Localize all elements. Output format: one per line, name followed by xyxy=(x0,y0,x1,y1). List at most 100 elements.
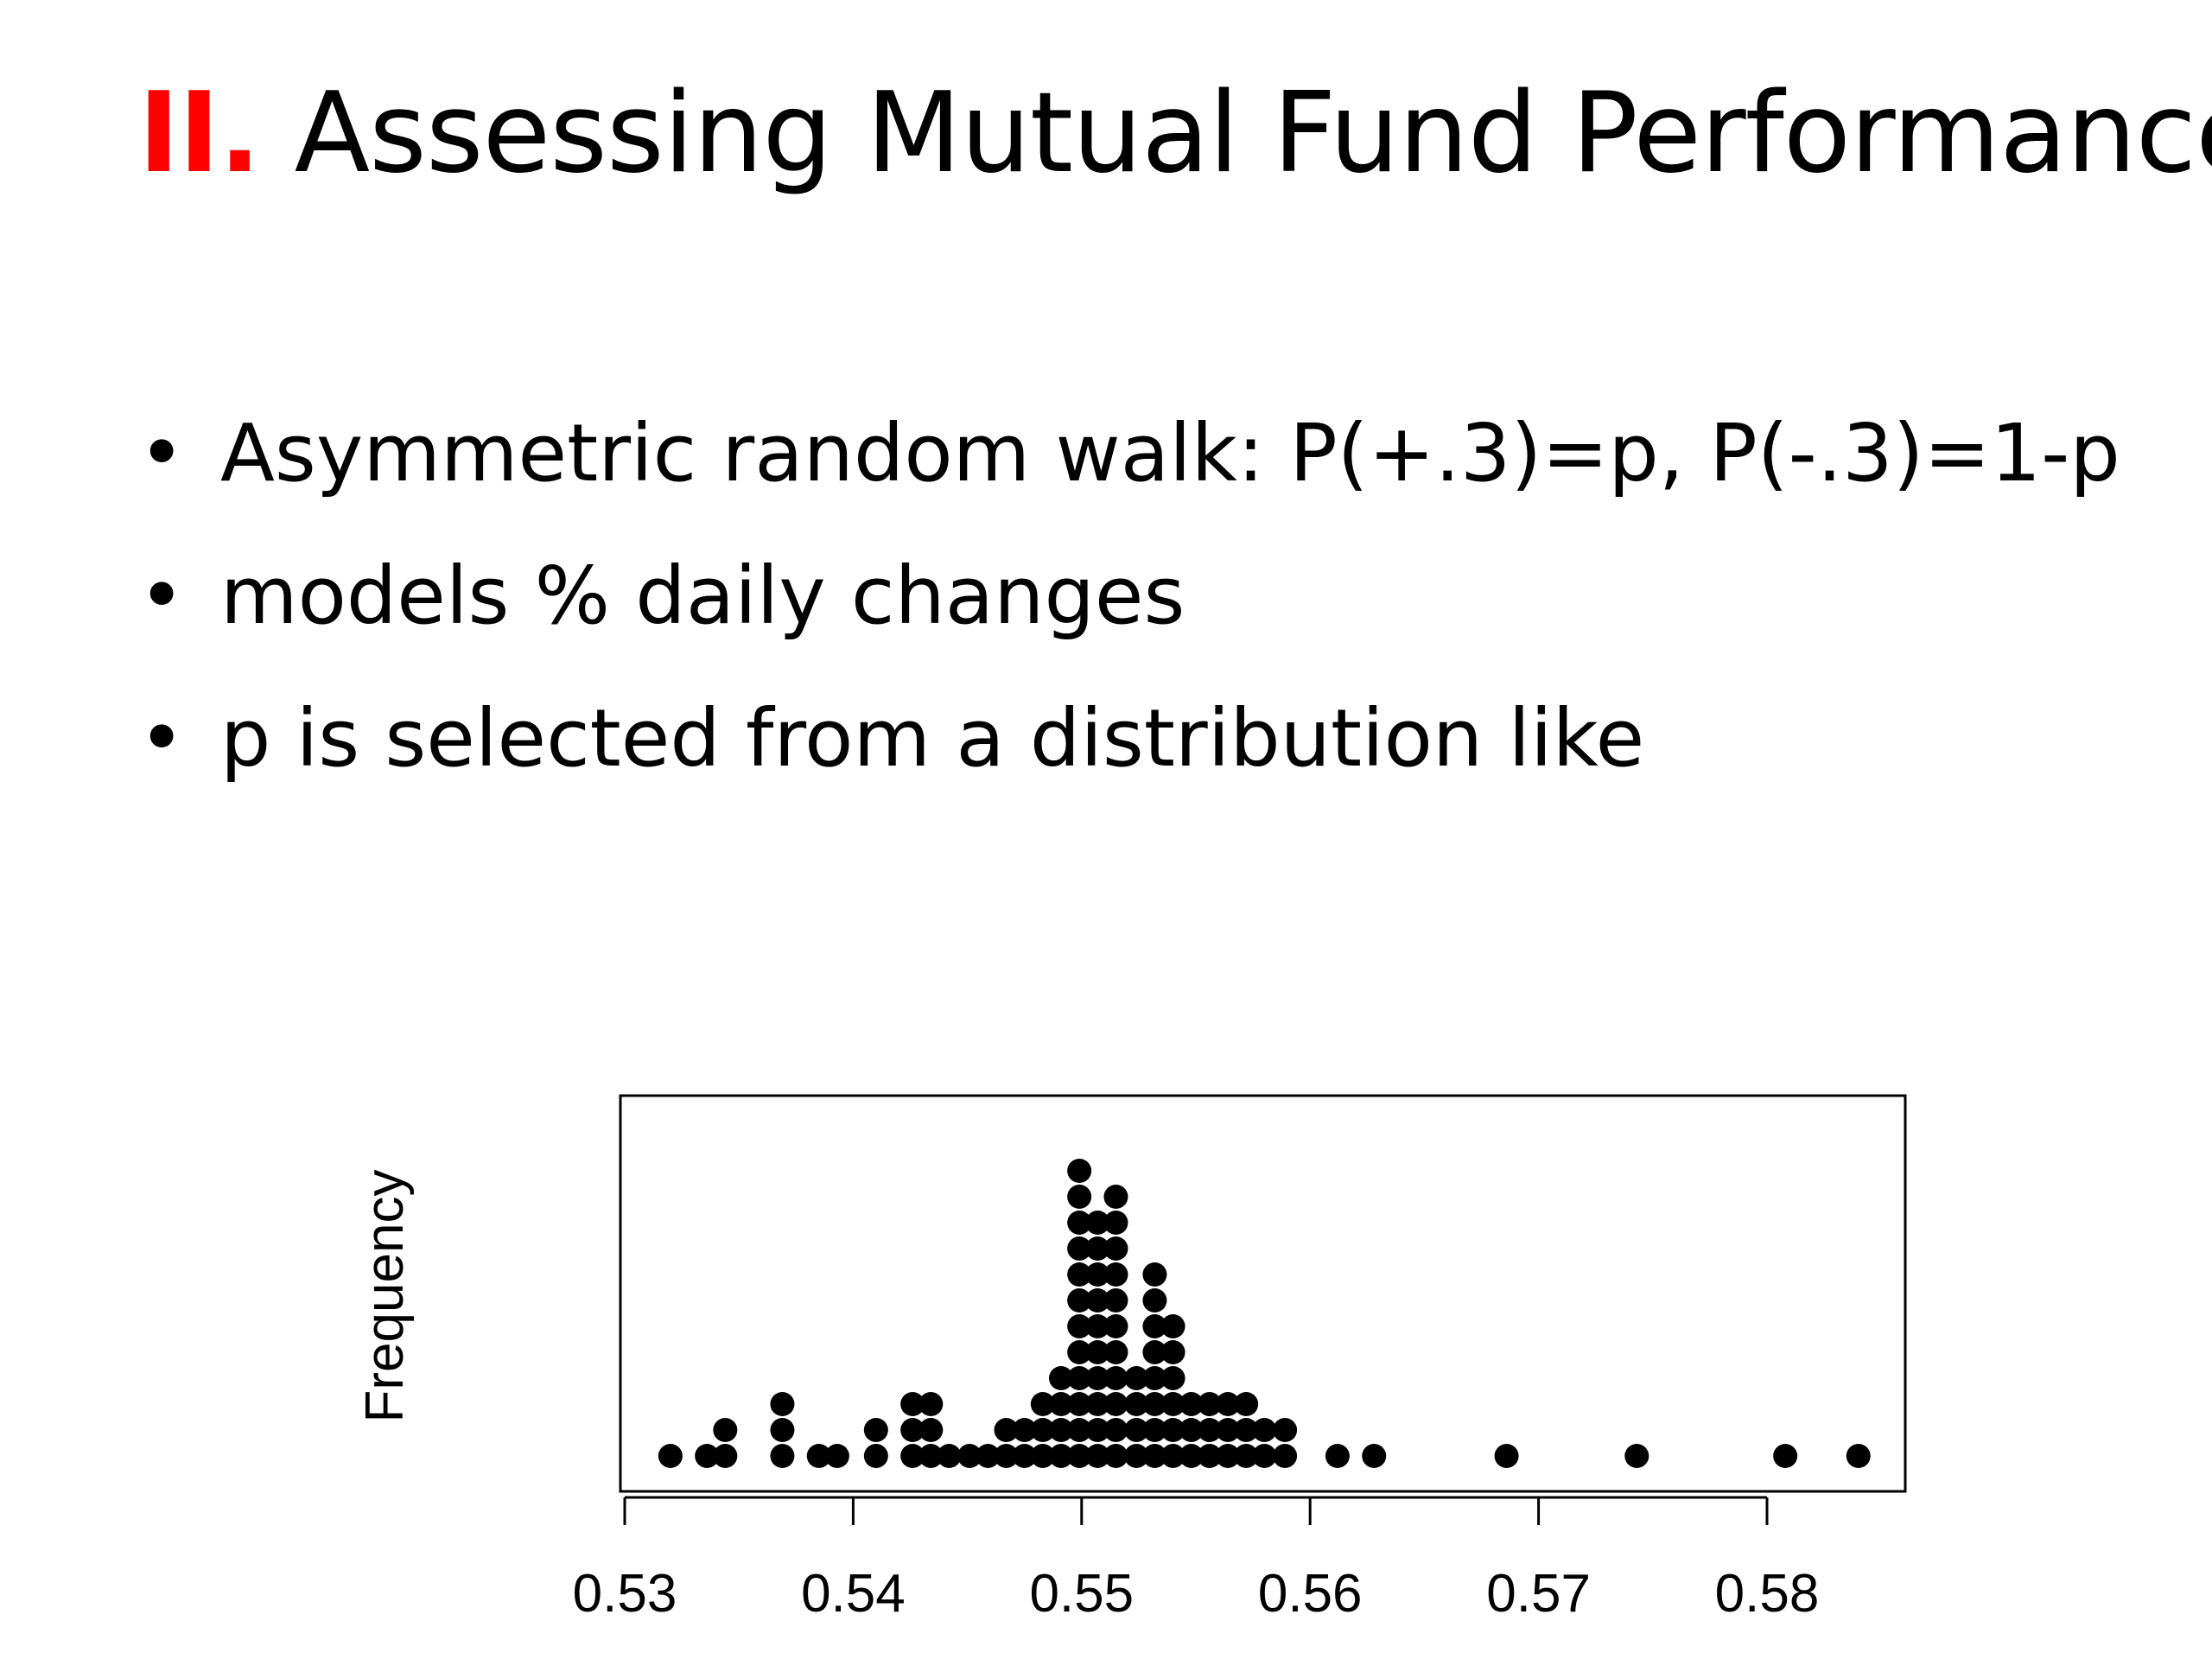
data-dot xyxy=(1142,1288,1167,1313)
data-dot xyxy=(937,1444,962,1468)
bullet-dot-icon: • xyxy=(138,550,186,642)
data-dot xyxy=(1049,1418,1074,1442)
data-dot xyxy=(1234,1418,1259,1442)
slide-title: II. Assessing Mutual Fund Performance xyxy=(138,69,2212,199)
plot-frame xyxy=(619,1094,1907,1493)
data-dot xyxy=(918,1418,944,1442)
data-dot xyxy=(1103,1392,1128,1416)
data-dot xyxy=(1160,1366,1185,1390)
data-dot xyxy=(1103,1236,1128,1261)
data-dot xyxy=(1067,1340,1092,1364)
data-dot xyxy=(1216,1444,1241,1468)
data-dot xyxy=(770,1392,795,1416)
data-dot xyxy=(1124,1418,1149,1442)
data-dot xyxy=(918,1392,944,1416)
data-dot xyxy=(1085,1340,1110,1364)
data-dot xyxy=(1142,1314,1167,1338)
data-dot xyxy=(1179,1444,1204,1468)
x-tick-label: 0.57 xyxy=(1486,1564,1591,1624)
x-axis: 0.53 0.54 0.55 0.56 0.57 0.58 xyxy=(573,1496,1820,1624)
data-dot xyxy=(713,1444,738,1468)
data-dot xyxy=(1103,1366,1128,1390)
data-dot xyxy=(1067,1288,1092,1313)
data-dot xyxy=(1103,1444,1128,1468)
data-dot xyxy=(957,1444,982,1468)
data-dots xyxy=(658,1159,1871,1468)
bullet-text: models % daily changes xyxy=(220,550,1185,642)
data-dot xyxy=(1160,1444,1185,1468)
data-dot xyxy=(1085,1392,1110,1416)
data-dot xyxy=(1103,1418,1128,1442)
data-dot xyxy=(1142,1366,1167,1390)
data-dot xyxy=(1325,1444,1350,1468)
data-dot xyxy=(1085,1418,1110,1442)
bullet-list: • Asymmetric random walk: P(+.3)=p, P(-.3… xyxy=(138,406,2120,834)
bullet-dot-icon: • xyxy=(138,407,186,499)
data-dot xyxy=(658,1444,683,1468)
bullet-text: p is selected from a distribution like xyxy=(220,692,1645,785)
data-dot xyxy=(1142,1340,1167,1364)
data-dot xyxy=(900,1392,925,1416)
data-dot xyxy=(1067,1211,1092,1235)
data-dot xyxy=(863,1444,888,1468)
data-dot xyxy=(900,1444,925,1468)
x-tick-label: 0.53 xyxy=(573,1564,677,1624)
data-dot xyxy=(1273,1418,1298,1442)
bullet-item: • models % daily changes xyxy=(138,549,2120,644)
data-dot xyxy=(713,1418,738,1442)
data-dot xyxy=(1049,1444,1074,1468)
bullet-item: • p is selected from a distribution like xyxy=(138,691,2120,786)
data-dot xyxy=(1030,1444,1055,1468)
data-dot xyxy=(1160,1392,1185,1416)
x-tick-label: 0.56 xyxy=(1258,1564,1363,1624)
data-dot xyxy=(1179,1418,1204,1442)
data-dot xyxy=(1197,1418,1222,1442)
y-axis-label: Frequency xyxy=(355,1170,415,1423)
data-dot xyxy=(1103,1340,1128,1364)
data-dot xyxy=(1846,1444,1871,1468)
data-dot xyxy=(863,1418,888,1442)
data-dot xyxy=(994,1418,1019,1442)
x-tick-label: 0.58 xyxy=(1715,1564,1820,1624)
data-dot xyxy=(1160,1418,1185,1442)
x-tick-label: 0.55 xyxy=(1029,1564,1134,1624)
data-dot xyxy=(1103,1211,1128,1235)
data-dot xyxy=(1234,1392,1259,1416)
data-dot xyxy=(1103,1262,1128,1287)
data-dot xyxy=(1067,1262,1092,1287)
bullet-dot-icon: • xyxy=(138,692,186,785)
data-dot xyxy=(1067,1314,1092,1338)
data-dot xyxy=(976,1444,1001,1468)
data-dot xyxy=(900,1418,925,1442)
data-dot xyxy=(1049,1366,1074,1390)
data-dot xyxy=(1142,1418,1167,1442)
data-dot xyxy=(1216,1392,1241,1416)
data-dot xyxy=(918,1444,944,1468)
data-dot xyxy=(695,1444,720,1468)
data-dot xyxy=(1273,1444,1298,1468)
data-dot xyxy=(1773,1444,1798,1468)
data-dot xyxy=(770,1444,795,1468)
data-dot xyxy=(1494,1444,1519,1468)
data-dot xyxy=(1030,1418,1055,1442)
data-dot xyxy=(1197,1444,1222,1468)
data-dot xyxy=(1124,1366,1149,1390)
data-dot xyxy=(1179,1392,1204,1416)
data-dot xyxy=(1624,1444,1649,1468)
data-dot xyxy=(824,1444,849,1468)
data-dot xyxy=(1197,1392,1222,1416)
data-dot xyxy=(1085,1288,1110,1313)
data-dot xyxy=(806,1444,831,1468)
data-dot xyxy=(1124,1392,1149,1416)
data-dot xyxy=(1067,1392,1092,1416)
data-dot xyxy=(1067,1159,1092,1183)
data-dot xyxy=(1067,1185,1092,1209)
data-dot xyxy=(1067,1236,1092,1261)
data-dot xyxy=(1362,1444,1387,1468)
data-dot xyxy=(1103,1185,1128,1209)
data-dot xyxy=(1012,1418,1037,1442)
data-dot xyxy=(1103,1314,1128,1338)
bullet-text: Asymmetric random walk: P(+.3)=p, P(-.3)… xyxy=(220,407,2120,499)
data-dot xyxy=(1012,1444,1037,1468)
